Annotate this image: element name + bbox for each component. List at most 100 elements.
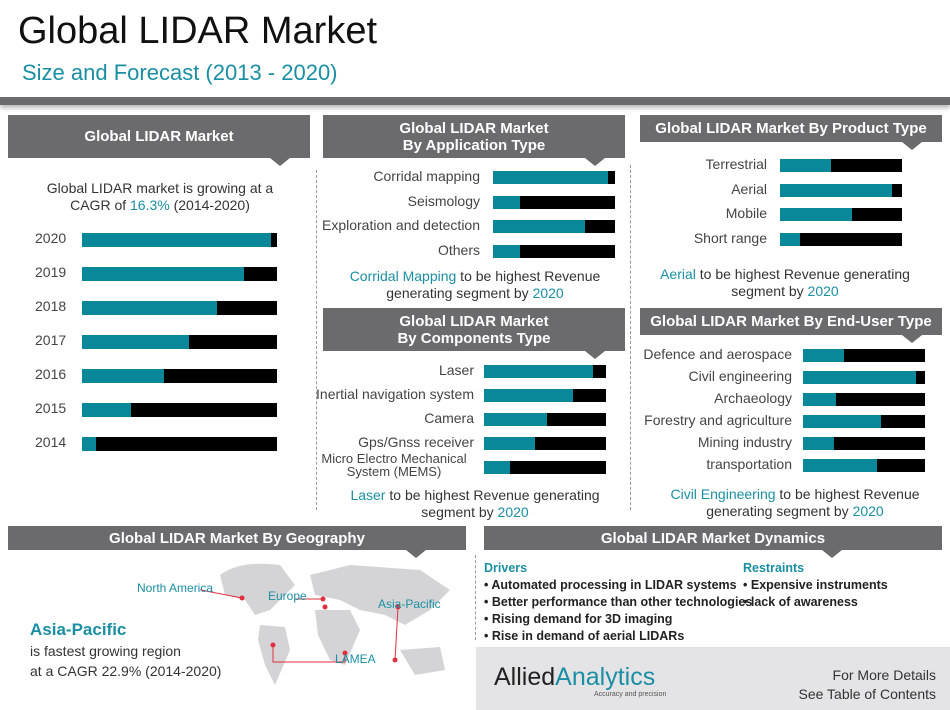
bar-label: Short range <box>693 230 767 247</box>
bar-label: 2018 <box>35 298 67 314</box>
bar <box>803 415 925 428</box>
bar-fill <box>780 183 893 197</box>
bar <box>780 233 902 247</box>
bar-label: Laser <box>438 362 474 378</box>
bar <box>803 459 925 472</box>
footer-line: For More Details <box>832 667 936 683</box>
bar-fill <box>803 415 882 428</box>
bar-fill <box>803 371 917 384</box>
bar-fill <box>484 413 548 426</box>
bar-fill <box>82 403 131 417</box>
bar <box>803 349 925 362</box>
bar-fill <box>82 335 190 349</box>
restraints-title: Restraints <box>743 561 805 575</box>
bar-fill <box>493 195 520 209</box>
components-header: Global LIDAR Market By Components Type <box>323 308 625 359</box>
bar <box>803 437 925 450</box>
enduser-header: Global LIDAR Market By End-User Type <box>640 308 942 343</box>
bar-label: 2019 <box>35 264 67 280</box>
bar-fill <box>780 159 832 172</box>
bar-fill <box>82 267 244 281</box>
bar-fill <box>484 389 574 402</box>
bar-fill <box>82 301 217 315</box>
dynamics-header: Global LIDAR Market Dynamics <box>484 526 942 558</box>
bar-label: Civil engineering <box>688 368 792 384</box>
bar <box>780 159 902 172</box>
bar <box>82 267 277 281</box>
bar-label: transportation <box>706 456 792 472</box>
bar-label: Camera <box>424 410 474 426</box>
restraint-item: Expensive instruments <box>743 577 888 594</box>
bar-label: Terrestrial <box>705 156 767 172</box>
bar-label: Exploration and detection <box>322 217 480 233</box>
driver-item: Better performance than other technologi… <box>484 594 752 611</box>
application-header: Global LIDAR Market By Application Type <box>323 115 625 166</box>
bar-fill <box>803 459 878 472</box>
bar-fill <box>493 171 608 184</box>
bar <box>803 393 925 406</box>
drivers-list: Automated processing in LIDAR systems Be… <box>484 577 752 645</box>
bar-label: Aerial <box>731 180 767 197</box>
bar <box>780 183 902 197</box>
bar-label: 2016 <box>35 366 67 382</box>
bar <box>484 437 606 450</box>
bar-label: Archaeology <box>714 390 792 406</box>
divider <box>0 97 950 105</box>
restraint-item: lack of awareness <box>743 594 888 611</box>
bar-fill <box>484 365 593 378</box>
bar <box>493 220 615 233</box>
bar <box>484 461 606 474</box>
bar-label: Inertial navigation system <box>316 386 474 402</box>
logo-tagline: Accuracy and precision <box>594 691 667 698</box>
bar <box>82 369 277 383</box>
geo-text: is fastest growing region <box>30 643 181 659</box>
bar-label: Mining industry <box>697 434 792 450</box>
market-header: Global LIDAR Market <box>8 115 310 166</box>
bar-fill <box>82 369 164 383</box>
bar <box>484 413 606 426</box>
bar-label: Gps/Gnss receiver <box>358 434 474 450</box>
bar-fill <box>803 393 836 406</box>
region-north-america: North America <box>137 581 214 595</box>
bar <box>82 403 277 417</box>
bar <box>82 233 277 247</box>
logo: AlliedAnalytics <box>494 663 656 691</box>
bar-fill <box>493 244 520 258</box>
bar-label: 2020 <box>35 230 67 246</box>
bar-label: 2014 <box>35 434 67 450</box>
footer: AlliedAnalytics Accuracy and precision F… <box>476 647 950 710</box>
bar <box>82 301 277 315</box>
bar <box>484 389 606 402</box>
restraints-list: Expensive instruments lack of awareness <box>743 577 888 611</box>
region-lamea: LAMEA <box>335 652 376 666</box>
driver-item: Rise in demand of aerial LIDARs <box>484 628 752 645</box>
region-asia-pacific: Asia-Pacific <box>378 597 441 611</box>
page-title: Global LIDAR Market <box>18 10 378 52</box>
bar-label: Others <box>437 241 480 258</box>
bar <box>82 335 277 349</box>
driver-item: Automated processing in LIDAR systems <box>484 577 752 594</box>
drivers-title: Drivers <box>484 561 528 575</box>
application-note: Corridal Mapping to be highest Revenue g… <box>349 268 601 301</box>
region-europe: Europe <box>268 589 307 603</box>
bar-label: Corridal mapping <box>373 168 480 184</box>
geography-header: Global LIDAR Market By Geography <box>8 526 466 558</box>
bar-label: Seismology <box>407 192 480 209</box>
bar <box>493 171 615 184</box>
market-note: Global LIDAR market is growing at a CAGR… <box>46 180 274 213</box>
page-subtitle: Size and Forecast (2013 - 2020) <box>22 60 338 85</box>
bar-label: Defence and aerospace <box>643 346 792 362</box>
world-map <box>200 563 450 685</box>
bar <box>803 371 925 384</box>
bar-label: Micro Electro Mechanical System (MEMS) <box>321 451 467 479</box>
bar-label: Mobile <box>725 205 767 222</box>
bar <box>484 365 606 378</box>
driver-item: Rising demand for 3D imaging <box>484 611 752 628</box>
bar <box>780 208 902 222</box>
footer-line: See Table of Contents <box>798 686 936 702</box>
bar-fill <box>780 233 800 247</box>
geo-lead: Asia-Pacific <box>30 620 127 639</box>
bar-label: Forestry and agriculture <box>644 412 792 428</box>
enduser-note: Civil Engineering to be highest Revenue … <box>670 486 920 519</box>
bar <box>493 195 615 209</box>
